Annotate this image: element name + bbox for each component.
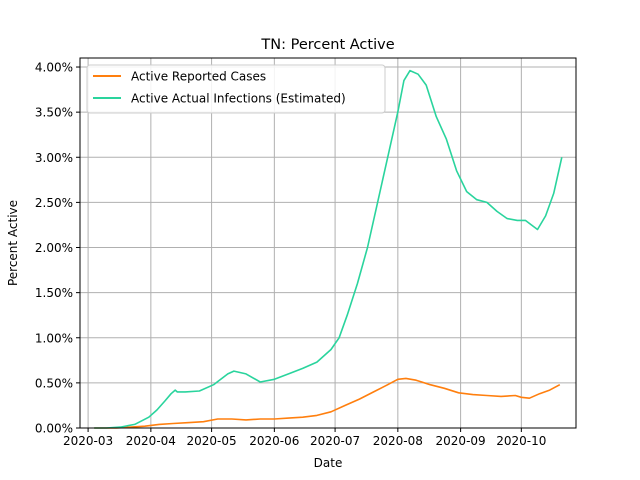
x-axis-label: Date bbox=[314, 456, 343, 470]
x-tick-label: 2020-10 bbox=[496, 434, 546, 448]
y-tick-label: 2.00% bbox=[35, 241, 73, 255]
x-tick-label: 2020-04 bbox=[126, 434, 176, 448]
chart-title: TN: Percent Active bbox=[260, 37, 394, 53]
x-gridlines bbox=[87, 58, 522, 428]
x-tick-label: 2020-06 bbox=[249, 434, 299, 448]
y-axis-label: Percent Active bbox=[6, 200, 20, 286]
y-tick-label: 3.50% bbox=[35, 106, 73, 120]
y-tick-label: 0.50% bbox=[35, 376, 73, 390]
legend-box bbox=[86, 64, 386, 114]
legend-label-estimated: Active Actual Infections (Estimated) bbox=[131, 92, 346, 106]
series-line-reported bbox=[94, 377, 561, 429]
y-tick-label: 1.50% bbox=[35, 286, 73, 300]
y-tick-label: 4.00% bbox=[35, 61, 73, 75]
plot-frame bbox=[79, 57, 577, 429]
y-tick-label: 2.50% bbox=[35, 196, 73, 210]
x-tick-label: 2020-07 bbox=[310, 434, 360, 448]
legend-label-reported: Active Reported Cases bbox=[131, 70, 266, 84]
y-tick-label: 1.00% bbox=[35, 331, 73, 345]
legend: Active Reported Cases Active Actual Infe… bbox=[86, 64, 386, 114]
x-tick-label: 2020-03 bbox=[63, 434, 113, 448]
y-axis: 0.00% 0.50% 1.00% 1.50% 2.00% 2.50% 3.00% 3.50%… bbox=[35, 61, 80, 436]
x-axis: 2020-03 2020-04 2020-05 2020-06 2020-07 2020-… bbox=[63, 428, 546, 448]
series-layer bbox=[94, 69, 563, 429]
plot-area bbox=[80, 58, 576, 428]
y-tick-label: 3.00% bbox=[35, 151, 73, 165]
x-tick-label: 2020-05 bbox=[187, 434, 237, 448]
x-tick-label: 2020-09 bbox=[436, 434, 486, 448]
x-tick-label: 2020-08 bbox=[373, 434, 423, 448]
series-line-estimated bbox=[94, 69, 563, 429]
y-tick-label: 0.00% bbox=[35, 422, 73, 436]
